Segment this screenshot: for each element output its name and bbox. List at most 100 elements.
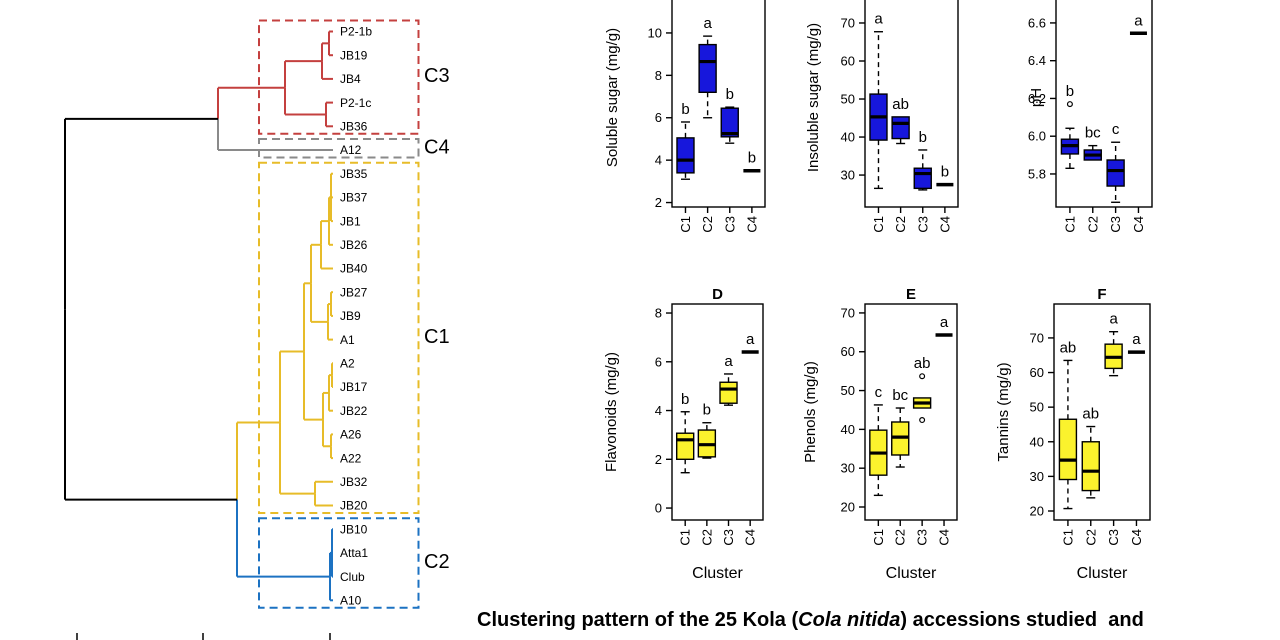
y-axis-title: Tannins (mg/g) (995, 362, 1012, 461)
cluster-box-C3 (258, 19, 420, 135)
y-axis-title: Soluble sugar (mg/g) (604, 28, 621, 167)
y-tick-label: 50 (841, 92, 855, 107)
boxplot-panel-1: 2 4 6 8 10 Soluble sugar (mg/g) C1 b C2 a C3 b C4 b (604, 0, 766, 233)
y-tick-label: 8 (655, 306, 662, 321)
dendrogram-leaf-label: JB4 (340, 72, 361, 86)
y-axis-title: pH (1028, 88, 1045, 107)
dendrogram-leaf-label: JB27 (340, 285, 368, 299)
figure-caption: Clustering pattern of the 25 Kola (Cola … (477, 609, 1257, 632)
y-tick-label: 6 (655, 354, 662, 369)
plot-frame (1053, 303, 1151, 521)
y-tick-label: 6.6 (1028, 15, 1046, 30)
cluster-box-C4 (258, 138, 420, 159)
box-C2 (891, 116, 910, 140)
y-tick-label: 60 (841, 54, 855, 69)
x-tick-label: C3 (721, 529, 736, 546)
y-tick-label: 2 (655, 452, 662, 467)
significance-letter: a (1109, 311, 1118, 328)
significance-letter: a (940, 314, 949, 331)
dendrogram-leaf-label: JB1 (340, 214, 361, 228)
boxplot-panel-3: 5.8 6.0 6.2 6.4 6.6 pH C1 b C2 bc C3 c C4 a (1028, 0, 1153, 233)
x-tick-label: C4 (1131, 216, 1146, 233)
y-tick-label: 6.4 (1028, 53, 1046, 68)
y-tick-label: 30 (841, 461, 855, 476)
box-C2 (1081, 441, 1100, 492)
significance-letter: b (726, 86, 734, 103)
boxplot-panel-6: 20 30 40 50 60 70 Tannins (mg/g) F Cluster C1 ab C2… (995, 286, 1151, 582)
dendrogram-leaf-label: JB32 (340, 475, 368, 489)
x-tick-label: C2 (1083, 529, 1098, 546)
box-C3 (913, 167, 932, 190)
outlier-point (919, 373, 926, 380)
significance-letter: b (941, 164, 949, 181)
box-C2 (698, 43, 717, 94)
significance-letter: b (1066, 83, 1074, 100)
x-tick-label: C1 (1062, 216, 1077, 233)
dendrogram-leaf-label: JB19 (340, 48, 368, 62)
y-tick-label: 60 (841, 344, 855, 359)
dendrogram-leaf-label: JB10 (340, 522, 368, 536)
x-axis-title: Cluster (1077, 565, 1128, 582)
y-tick-label: 10 (648, 25, 662, 40)
dendrogram-leaf-label: JB36 (340, 120, 368, 134)
caption-text-after: ) accessions studied and (900, 609, 1144, 631)
panel-title: D (712, 286, 723, 303)
dendrogram-leaf-label: A1 (340, 333, 355, 347)
x-tick-label: C3 (722, 216, 737, 233)
y-tick-label: 4 (655, 403, 662, 418)
x-tick-label: C1 (871, 529, 886, 546)
y-axis-title: Phenols (mg/g) (802, 361, 819, 463)
x-tick-label: C2 (1085, 216, 1100, 233)
x-tick-label: C2 (700, 216, 715, 233)
panel-title: F (1097, 286, 1106, 303)
y-tick-label: 30 (1030, 469, 1044, 484)
x-tick-label: C4 (743, 529, 758, 546)
dendrogram-leaf-label: JB9 (340, 309, 361, 323)
x-tick-label: C1 (678, 529, 693, 546)
dendrogram-leaf-label: JB17 (340, 380, 368, 394)
dendrogram-leaf-label: Atta1 (340, 546, 368, 560)
significance-letter: b (748, 150, 756, 167)
y-tick-label: 5.8 (1028, 166, 1046, 181)
significance-letter: c (1112, 121, 1120, 138)
box-C3 (719, 381, 738, 404)
box-C3 (1106, 159, 1125, 187)
box-C1 (675, 432, 695, 460)
box-C3 (720, 107, 739, 138)
dendrogram-leaf-label: JB40 (340, 262, 368, 276)
y-tick-label: 0 (655, 501, 662, 516)
significance-letter: b (703, 402, 711, 419)
dendrogram-leaf-label: A10 (340, 594, 362, 608)
x-axis-title: Cluster (886, 565, 937, 582)
y-tick-label: 60 (1030, 365, 1044, 380)
significance-letter: a (1132, 331, 1141, 348)
significance-letter: b (919, 129, 927, 146)
x-tick-label: C3 (915, 216, 930, 233)
y-tick-label: 6.0 (1028, 129, 1046, 144)
dendrogram-leaf-label: JB35 (340, 167, 368, 181)
box-C1 (1058, 418, 1078, 481)
significance-letter: a (746, 331, 755, 348)
dendrogram-leaf-label: A22 (340, 451, 362, 465)
cluster-box-C1 (258, 161, 420, 514)
plot-frame (671, 303, 764, 521)
y-tick-label: 30 (841, 168, 855, 183)
significance-letter: b (681, 391, 689, 408)
dendrogram-leaf-label: JB22 (340, 404, 368, 418)
outlier-point (1066, 101, 1073, 108)
x-tick-label: C1 (678, 216, 693, 233)
y-tick-label: 70 (841, 305, 855, 320)
significance-letter: a (1134, 12, 1143, 29)
dendrogram-leaf-label: A12 (340, 143, 362, 157)
significance-letter: c (875, 384, 883, 401)
cluster-label-C3: C3 (424, 65, 450, 87)
x-tick-label: C3 (1108, 216, 1123, 233)
y-tick-label: 40 (1030, 434, 1044, 449)
plot-frame (671, 0, 766, 208)
cluster-label-C4: C4 (424, 136, 450, 158)
outlier-point (919, 417, 926, 424)
y-tick-label: 4 (655, 153, 662, 168)
plot-frame (1055, 0, 1153, 208)
dendrogram-leaf-label: JB26 (340, 238, 368, 252)
